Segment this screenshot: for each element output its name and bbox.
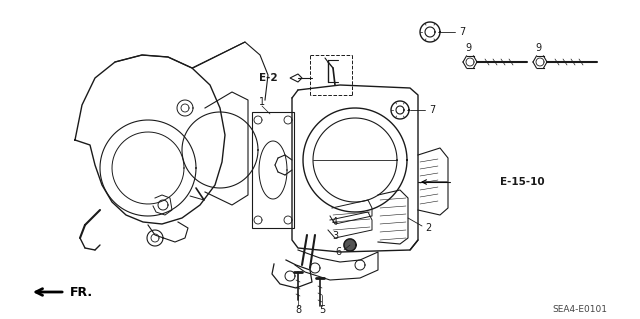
Text: 5: 5 (319, 305, 325, 315)
Text: SEA4-E0101: SEA4-E0101 (552, 306, 607, 315)
Text: FR.: FR. (70, 286, 93, 299)
Text: 7: 7 (459, 27, 465, 37)
Text: 9: 9 (535, 43, 541, 53)
Polygon shape (344, 239, 356, 251)
Text: 4: 4 (332, 217, 338, 227)
Text: E-2: E-2 (259, 73, 278, 83)
Text: 7: 7 (429, 105, 435, 115)
Text: 2: 2 (425, 223, 431, 233)
Text: 1: 1 (259, 97, 265, 107)
Text: E-15-10: E-15-10 (500, 177, 545, 187)
Text: 3: 3 (332, 231, 338, 241)
Text: 9: 9 (465, 43, 471, 53)
Text: 6: 6 (335, 247, 341, 257)
Text: 8: 8 (295, 305, 301, 315)
